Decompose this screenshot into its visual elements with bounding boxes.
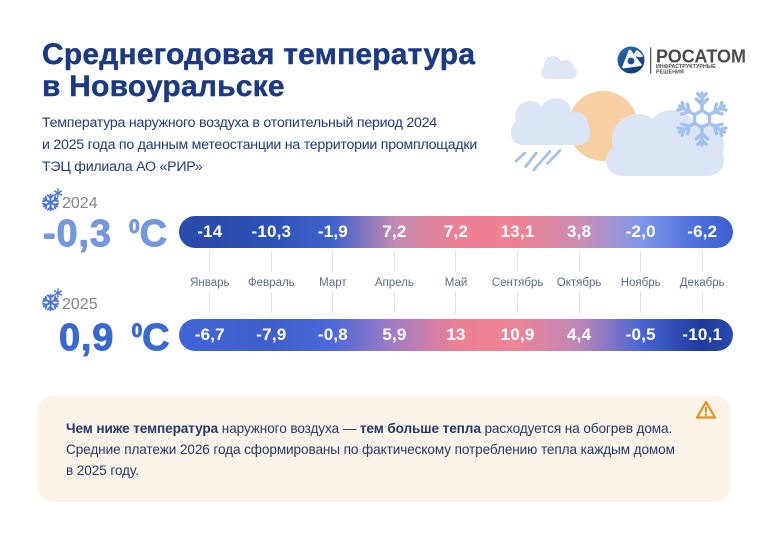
svg-text:РЕШЕНИЯ: РЕШЕНИЯ <box>656 70 684 76</box>
svg-text:ИНФРАСТРУКТУРНЫЕ: ИНФРАСТРУКТУРНЫЕ <box>656 64 716 70</box>
svg-text:РОСАТОМ: РОСАТОМ <box>656 47 746 67</box>
